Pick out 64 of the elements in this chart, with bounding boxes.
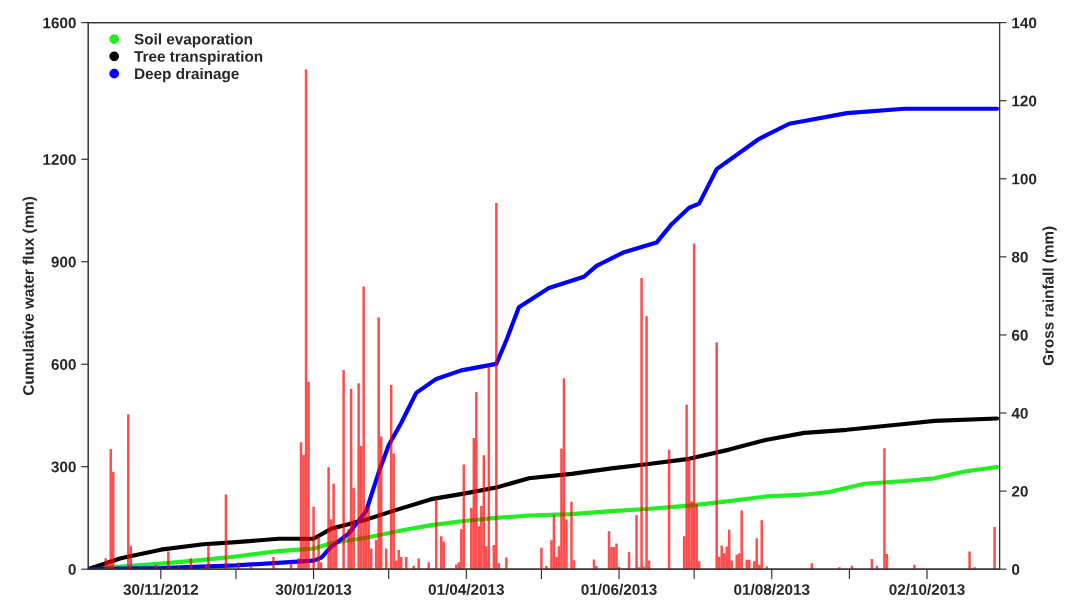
y-tick-label: 0: [68, 564, 76, 575]
y2-tick-label: 0: [1012, 564, 1020, 575]
y2-tick-label: 40: [1011, 407, 1028, 419]
bar: [357, 383, 360, 570]
bar: [993, 527, 996, 570]
x-tick-label: 01/08/2013: [734, 583, 810, 596]
bar: [640, 277, 643, 570]
bar: [312, 506, 315, 570]
bar: [645, 316, 648, 570]
bar: [740, 510, 743, 570]
bar: [440, 536, 443, 570]
x-tick-label: 01/06/2013: [581, 583, 657, 596]
bar: [760, 520, 763, 570]
bar: [883, 448, 886, 570]
bar: [570, 501, 573, 570]
bar: [505, 557, 508, 570]
bar: [317, 536, 320, 570]
bar: [177, 566, 180, 570]
y2-axis-title: Gross rainfall (mm): [1042, 226, 1057, 366]
bar: [427, 562, 430, 570]
y-tick-label: 300: [51, 461, 76, 473]
x-tick-label: 30/01/2013: [275, 583, 352, 596]
bar: [377, 317, 380, 570]
legend-label: Deep drainage: [135, 67, 239, 83]
legend-label: Soil evaporation: [134, 33, 252, 48]
bar: [332, 483, 335, 570]
y2-tick-label: 140: [1012, 17, 1037, 29]
bar: [207, 545, 210, 570]
bar: [397, 550, 400, 570]
bar: [272, 557, 275, 570]
bar: [327, 467, 330, 570]
y2-tick-label: 80: [1011, 251, 1028, 263]
y-tick-label: 1600: [43, 17, 76, 29]
bar: [342, 370, 345, 570]
legend-label: Tree transpiration: [134, 50, 263, 65]
bar: [913, 564, 916, 570]
y2-tick-label: 60: [1011, 329, 1028, 341]
x-tick-label: 02/10/2013: [889, 583, 965, 596]
y2-tick-label: 100: [1012, 173, 1037, 185]
y-tick-label: 1200: [43, 154, 76, 165]
bar: [127, 414, 130, 570]
y-tick-label: 600: [51, 359, 76, 370]
x-tick-label: 30/11/2012: [123, 583, 199, 596]
bar: [635, 515, 638, 570]
y-tick-label: 900: [51, 256, 76, 268]
bar: [545, 566, 548, 570]
y2-tick-label: 20: [1011, 485, 1028, 497]
bar: [720, 545, 723, 570]
y-axis-title: Cumulative water flux (mm): [22, 196, 37, 396]
bar: [167, 551, 170, 570]
bar: [968, 551, 971, 570]
bar: [715, 342, 718, 570]
bar: [435, 499, 438, 570]
bar: [540, 547, 543, 570]
bar: [412, 565, 415, 570]
bar: [417, 558, 420, 570]
bar: [362, 286, 365, 570]
x-tick-label: 01/04/2013: [428, 583, 504, 596]
bar: [237, 562, 240, 570]
bar: [475, 391, 478, 570]
bar: [755, 538, 758, 570]
y2-tick-label: 120: [1012, 95, 1037, 107]
bar: [685, 404, 688, 570]
bar: [495, 202, 498, 570]
